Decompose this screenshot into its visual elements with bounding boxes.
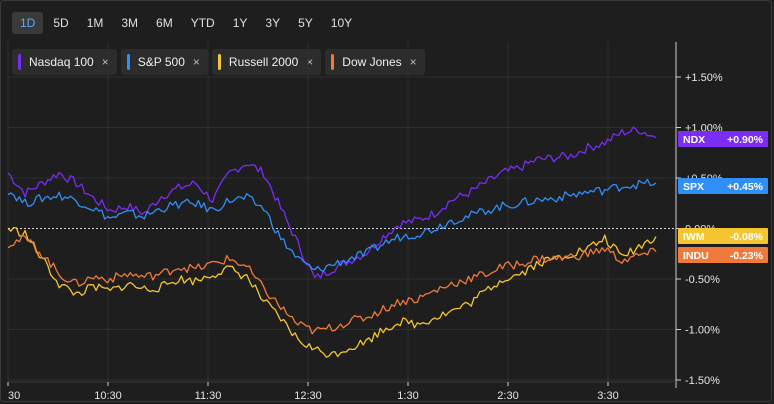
close-icon[interactable]: × [306, 55, 314, 69]
legend-color-swatch [217, 54, 221, 70]
legend-label: Nasdaq 100 [29, 55, 94, 69]
x-tick-label: 10:30 [94, 390, 122, 402]
legend-color-swatch [18, 54, 21, 70]
range-button-3m[interactable]: 3M [121, 16, 139, 30]
range-button-5y[interactable]: 5Y [298, 16, 313, 30]
x-tick-label: 11:30 [195, 390, 222, 402]
series-line-spx [7, 178, 657, 273]
value-badge-value: -0.08% [730, 231, 764, 243]
legend-label: Dow Jones [342, 55, 402, 69]
series-line-ndx [7, 126, 657, 279]
range-button-6m[interactable]: 6M [156, 16, 173, 30]
legend-label: Russell 2000 [228, 55, 299, 69]
legend-chip[interactable]: S&P 500 × [120, 49, 208, 75]
x-tick-label: 1:30 [397, 390, 418, 402]
y-tick-label: -1.00% [685, 325, 720, 337]
x-tick-label: 30 [8, 390, 20, 402]
value-badge-value: +0.45% [727, 181, 764, 193]
value-badge-value: -0.23% [730, 250, 764, 262]
legend-label: S&P 500 [137, 55, 185, 69]
range-button-5d[interactable]: 5D [53, 16, 69, 30]
x-tick-label: 12:30 [294, 390, 322, 402]
y-tick-label: +1.50% [685, 72, 723, 84]
y-tick-label: -0.50% [685, 274, 720, 286]
close-icon[interactable]: × [101, 55, 109, 69]
range-button-1d[interactable]: 1D [12, 12, 44, 34]
range-button-1m[interactable]: 1M [86, 16, 104, 30]
series-line-indu [7, 234, 657, 335]
legend-chip[interactable]: Nasdaq 100 × [12, 49, 117, 75]
legend-color-swatch [331, 54, 335, 70]
value-badge-ticker: IWM [683, 231, 705, 243]
value-badge-ticker: SPX [683, 181, 704, 193]
time-range-selector: 1D 5D 1M 3M 6M YTD 1Y 3Y 5Y 10Y [12, 11, 362, 35]
legend-color-swatch [126, 54, 130, 70]
y-tick-label: -1.50% [685, 375, 720, 387]
value-badge-iwm [678, 228, 768, 244]
value-badge-ticker: NDX [683, 134, 705, 146]
value-badge-ticker: INDU [683, 250, 709, 262]
value-badge-value: +0.90% [727, 134, 764, 146]
series-line-iwm [7, 226, 657, 358]
legend-chip[interactable]: Russell 2000 × [211, 49, 322, 75]
value-badge-ndx [678, 131, 768, 147]
range-button-10y[interactable]: 10Y [330, 16, 353, 30]
close-icon[interactable]: × [409, 55, 417, 69]
x-tick-label: 2:30 [497, 390, 518, 402]
range-button-3y[interactable]: 3Y [265, 16, 281, 30]
value-badge-indu [678, 247, 768, 263]
range-button-1y[interactable]: 1Y [232, 16, 248, 30]
value-badge-spx [678, 178, 768, 194]
x-tick-label: 3:30 [597, 390, 618, 402]
range-button-ytd[interactable]: YTD [190, 16, 215, 30]
close-icon[interactable]: × [192, 55, 200, 69]
